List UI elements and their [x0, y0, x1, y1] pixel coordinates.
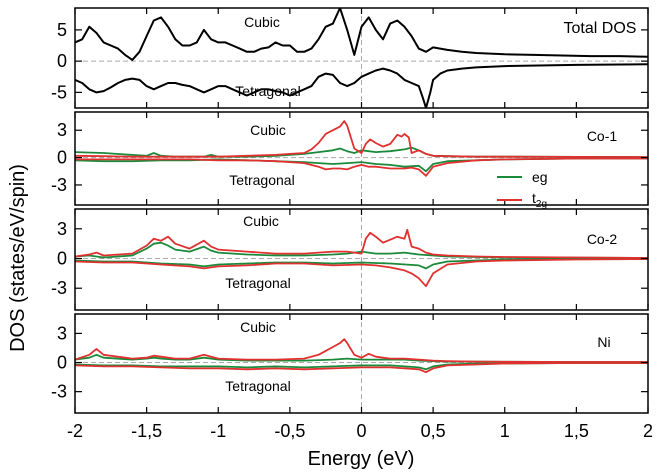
series-line-co1-3	[75, 157, 648, 177]
series-line-total-1	[75, 63, 648, 108]
tetragonal-label: Tetragonal	[229, 172, 294, 188]
series-line-co2-3	[75, 258, 648, 288]
series-line-ni-1	[75, 338, 648, 363]
y-tick-label: 0	[57, 353, 67, 373]
x-tick-label: 0	[356, 421, 366, 441]
y-tick-label: 3	[57, 219, 67, 239]
series-line-co1-2	[75, 157, 648, 173]
series-group	[75, 120, 648, 177]
series-line-co2-0	[75, 241, 648, 259]
panel-co2: -3 0 3 Cubic Tetragonal Co-2	[51, 208, 649, 311]
x-axis-title: Energy (eV)	[308, 448, 415, 470]
cubic-label: Cubic	[244, 14, 280, 30]
y-tick-label: 3	[57, 120, 67, 140]
series-line-co2-1	[75, 228, 648, 259]
panel-label-co1: Co-1	[587, 128, 618, 144]
series-line-ni-3	[75, 362, 648, 374]
legend-label-t2g: t2g	[532, 190, 547, 210]
panel-label-co2: Co-2	[587, 231, 618, 247]
series-line-total-0	[75, 8, 648, 61]
x-tick-label: 1,5	[564, 421, 589, 441]
panel-label-ni: Ni	[597, 334, 610, 350]
cubic-label: Cubic	[240, 319, 276, 335]
series-group	[75, 228, 648, 288]
panel-total: -5 0 5 Cubic Tetragonal Total DOS	[51, 7, 649, 109]
series-group	[75, 338, 648, 374]
x-tick-label: -1,5	[131, 421, 162, 441]
panels-layer: -5 0 5 Cubic Tetragonal Total DOS -3 0 3 Cubic Tet…	[51, 7, 649, 414]
panel-label-total: Total DOS	[564, 20, 637, 37]
cubic-label: Cubic	[250, 122, 286, 138]
y-tick-label: -3	[51, 382, 67, 402]
tetragonal-label: Tetragonal	[235, 83, 300, 99]
series-line-co2-2	[75, 258, 648, 270]
series-group	[75, 8, 648, 108]
tetragonal-label: Tetragonal	[225, 275, 290, 291]
series-line-co1-1	[75, 120, 648, 159]
y-tick-label: 3	[57, 323, 67, 343]
x-tick-label: -0,5	[274, 421, 305, 441]
y-tick-label: -3	[51, 175, 67, 195]
legend-label-eg: eg	[532, 169, 548, 185]
legend-label-t2g-sub: 2g	[536, 199, 547, 210]
x-tick-label: 0,5	[421, 421, 446, 441]
y-tick-label: 0	[57, 148, 67, 168]
x-axis: -2 -1,5 -1 -0,5 0 0,5 1 1,5 2	[67, 421, 653, 441]
series-line-ni-2	[75, 362, 648, 371]
legend: eg t2g	[497, 169, 548, 210]
panel-ni: -3 0 3 Cubic Tetragonal Ni	[51, 313, 649, 414]
x-tick-label: 1	[500, 421, 510, 441]
y-tick-label: 5	[57, 20, 67, 40]
x-tick-label: 2	[643, 421, 653, 441]
y-tick-label: -3	[51, 278, 67, 298]
cubic-label: Cubic	[243, 213, 279, 229]
y-tick-label: -5	[51, 82, 67, 102]
y-tick-label: 0	[57, 249, 67, 269]
legend-label-t2g-main: t	[532, 190, 536, 206]
x-tick-label: -2	[67, 421, 83, 441]
y-tick-label: 0	[57, 51, 67, 71]
panel-co1: -3 0 3 Cubic Tetragonal Co-1	[51, 111, 649, 206]
x-tick-label: -1	[210, 421, 226, 441]
y-axis-title: DOS (states/eV/spin)	[7, 164, 29, 352]
tetragonal-label: Tetragonal	[225, 378, 290, 394]
